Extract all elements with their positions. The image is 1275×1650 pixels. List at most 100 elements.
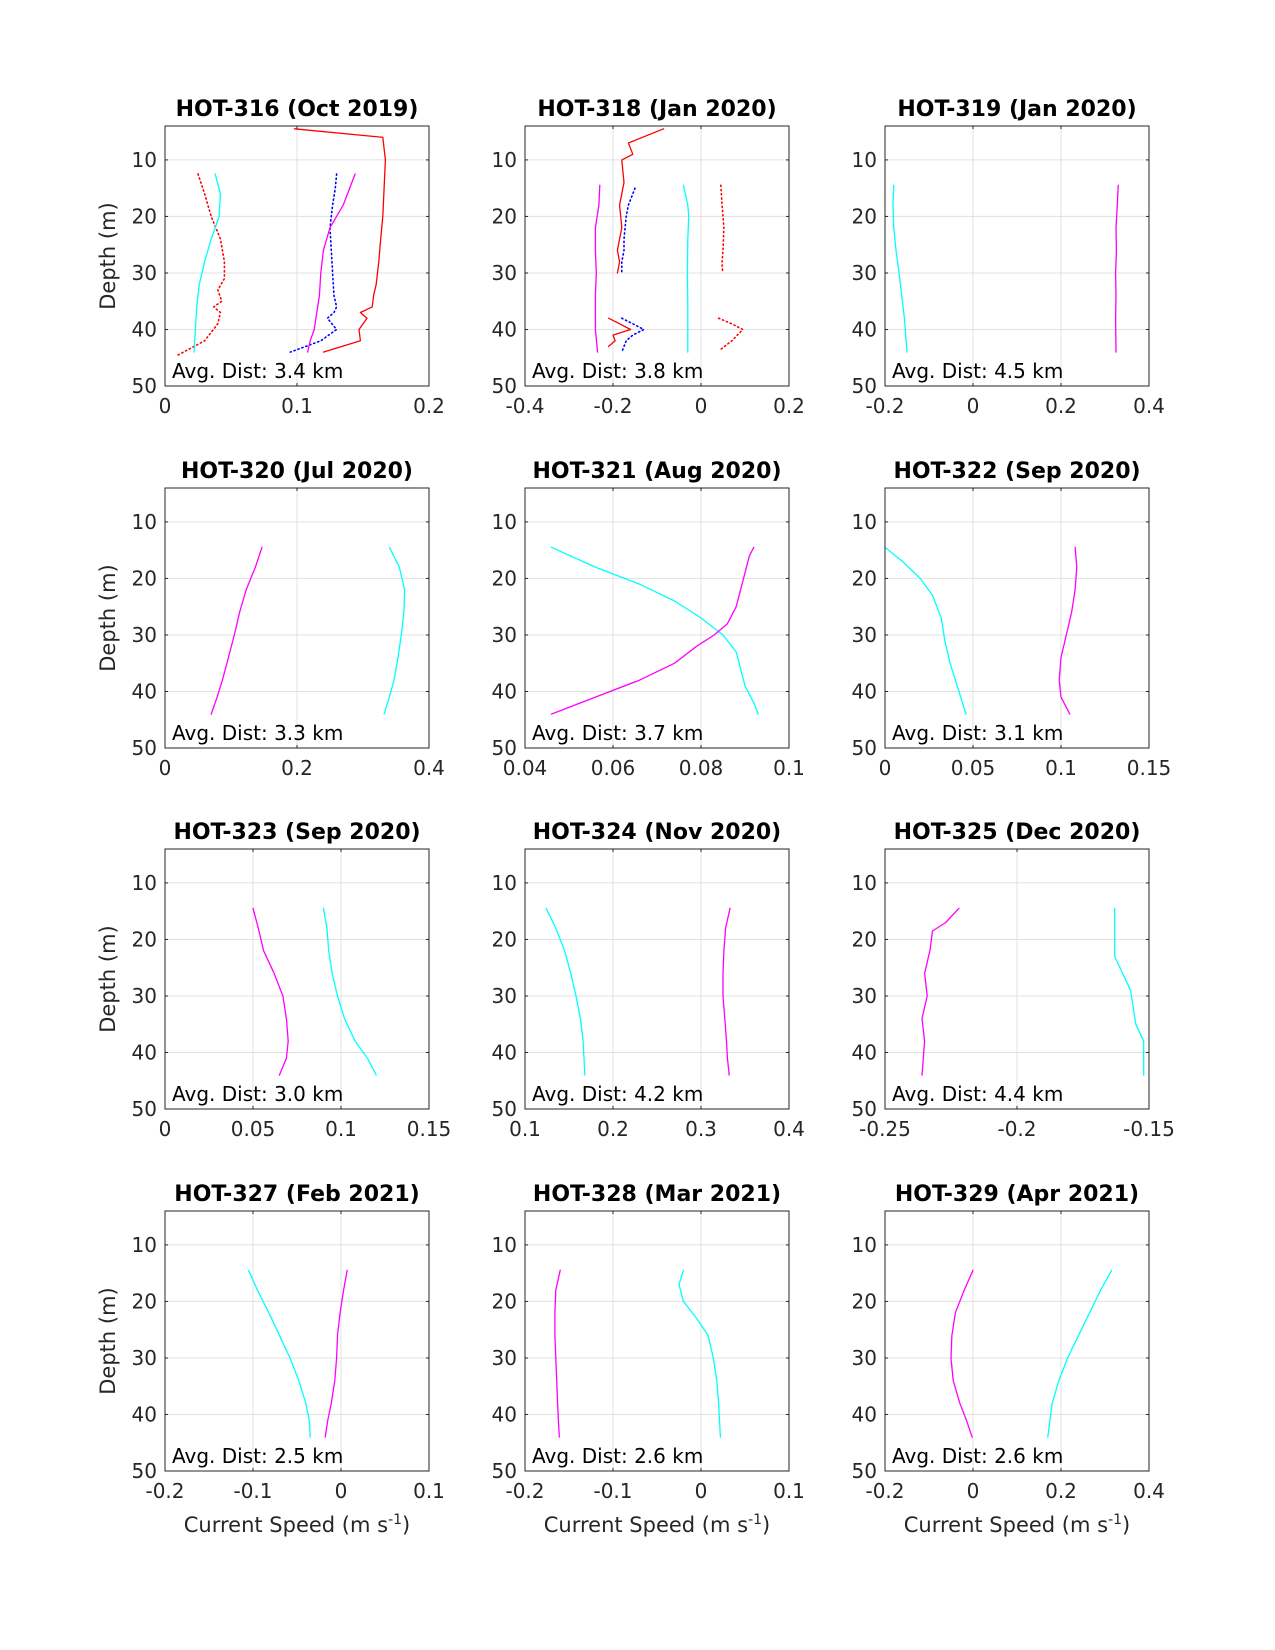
y-tick-label: 10 [852, 148, 877, 172]
y-tick-label: 10 [492, 871, 517, 895]
x-axis-label: Current Speed (m s-1) [544, 1512, 771, 1537]
y-tick-label: 50 [852, 374, 877, 398]
y-tick-label: 30 [492, 261, 517, 285]
x-tick-label: 0.1 [281, 394, 313, 418]
y-tick-label: 20 [852, 927, 877, 951]
x-tick-label: 0.2 [413, 394, 445, 418]
y-tick-label: 10 [492, 1233, 517, 1257]
x-tick-label: -0.2 [865, 1479, 904, 1503]
series-line-magenta-1 [722, 907, 731, 1076]
avg-dist-label: Avg. Dist: 4.4 km [892, 1082, 1063, 1106]
x-tick-label: 0.1 [325, 1117, 357, 1141]
subplot-title: HOT-329 (Apr 2021) [895, 1182, 1139, 1207]
subplot-title: HOT-320 (Jul 2020) [181, 459, 413, 484]
series-line-cyan-0 [247, 1269, 311, 1438]
avg-dist-label: Avg. Dist: 3.7 km [532, 721, 703, 745]
series-line-red-0 [293, 128, 387, 353]
avg-dist-label: Avg. Dist: 2.6 km [892, 1444, 1063, 1468]
x-axis-label-superscript: -1 [388, 1512, 402, 1528]
series-line-magenta-0 [950, 1269, 974, 1438]
series-line-magenta-1 [324, 1269, 348, 1438]
subplot-title: HOT-328 (Mar 2021) [533, 1182, 781, 1207]
y-tick-label: 20 [132, 927, 157, 951]
avg-dist-label: Avg. Dist: 4.5 km [892, 359, 1063, 383]
x-axis-label: Current Speed (m s-1) [184, 1512, 411, 1537]
plot-area [165, 849, 429, 1109]
y-tick-label: 40 [852, 1040, 877, 1064]
y-tick-label: 30 [852, 1346, 877, 1370]
series-line-red-1 [607, 317, 632, 348]
y-tick-label: 20 [132, 1289, 157, 1313]
x-tick-label: 0.1 [413, 1479, 445, 1503]
subplot-0: 0 0.1 0.2 10 20 30 40 50 HOT-316 (Oct 2019) Avg. … [96, 97, 445, 418]
x-tick-label: 0.1 [509, 1117, 541, 1141]
y-tick-label: 20 [132, 204, 157, 228]
x-tick-label: 0.4 [413, 756, 445, 780]
x-axis-label-end: ) [402, 1513, 410, 1537]
y-tick-label: 50 [492, 374, 517, 398]
y-tick-label: 50 [852, 1459, 877, 1483]
x-tick-label: 0 [695, 1479, 708, 1503]
y-tick-label: 20 [852, 566, 877, 590]
y-tick-label: 10 [852, 871, 877, 895]
subplot-4: 0.04 0.06 0.08 0.1 10 20 30 40 50 HOT-321 (Aug 20… [492, 459, 805, 780]
x-tick-label: 0.2 [1045, 1479, 1077, 1503]
series-line-cyan-1 [1047, 1269, 1113, 1438]
y-tick-label: 40 [852, 679, 877, 703]
series-line-cyan-0 [892, 184, 908, 353]
subplot-9: -0.2 -0.1 0 0.1 10 20 30 40 50 HOT-327 (Feb 2021)… [96, 1182, 445, 1537]
avg-dist-label: Avg. Dist: 2.6 km [532, 1444, 703, 1468]
y-tick-label: 50 [132, 1459, 157, 1483]
y-tick-label: 10 [852, 510, 877, 534]
y-tick-label: 10 [492, 510, 517, 534]
axes-box [884, 487, 1150, 749]
y-tick-label: 20 [492, 566, 517, 590]
series-line-magenta-1 [1114, 184, 1119, 353]
x-tick-label: 0.06 [591, 756, 636, 780]
x-axis-label-superscript: -1 [1108, 1512, 1122, 1528]
y-tick-label: 30 [132, 261, 157, 285]
subplot-8: -0.25 -0.2 -0.15 10 20 30 40 50 HOT-325 (Dec 202… [852, 820, 1175, 1141]
avg-dist-label: Avg. Dist: 3.1 km [892, 721, 1063, 745]
x-axis-label-end: ) [762, 1513, 770, 1537]
y-tick-label: 10 [492, 148, 517, 172]
x-tick-label: -0.2 [505, 1479, 544, 1503]
subplot-2: -0.2 0 0.2 0.4 10 20 30 40 50 HOT-319 (Jan 2020) A… [852, 97, 1165, 418]
y-axis-label: Depth (m) [96, 925, 120, 1032]
plot-area [525, 126, 789, 386]
axes-box [524, 848, 790, 1110]
series-line-blue-1 [289, 173, 338, 353]
x-tick-label: -0.25 [859, 1117, 911, 1141]
y-axis-label: Depth (m) [96, 1287, 120, 1394]
y-tick-label: 40 [852, 1402, 877, 1426]
x-tick-label: 0 [967, 1479, 980, 1503]
series-line-blue-3 [620, 317, 645, 353]
subplot-title: HOT-323 (Sep 2020) [173, 820, 420, 845]
avg-dist-label: Avg. Dist: 3.8 km [532, 359, 703, 383]
subplot-3: 0 0.2 0.4 10 20 30 40 50 HOT-320 (Jul 2020) Avg. … [96, 459, 445, 780]
series-line-red-3 [177, 173, 226, 356]
subplot-title: HOT-325 (Dec 2020) [894, 820, 1141, 845]
y-tick-label: 30 [492, 1346, 517, 1370]
x-tick-label: 0.2 [1045, 394, 1077, 418]
series-line-magenta-1 [550, 546, 755, 715]
y-tick-label: 50 [132, 374, 157, 398]
avg-dist-label: Avg. Dist: 3.4 km [172, 359, 343, 383]
subplot-title: HOT-319 (Jan 2020) [897, 97, 1136, 122]
y-tick-label: 40 [492, 679, 517, 703]
avg-dist-label: Avg. Dist: 3.3 km [172, 721, 343, 745]
y-tick-label: 40 [132, 679, 157, 703]
plot-area [885, 126, 1149, 386]
x-tick-label: 0.2 [773, 394, 805, 418]
axes-box [524, 125, 790, 387]
y-axis-label: Depth (m) [96, 564, 120, 671]
series-line-cyan-4 [193, 173, 222, 353]
y-tick-label: 40 [492, 1040, 517, 1064]
x-tick-label: 0.08 [679, 756, 724, 780]
y-tick-label: 50 [852, 736, 877, 760]
subplot-11: -0.2 0 0.2 0.4 10 20 30 40 50 HOT-329 (Apr 2021) A… [852, 1182, 1165, 1537]
y-tick-label: 50 [492, 1459, 517, 1483]
x-axis-label: Current Speed (m s-1) [904, 1512, 1131, 1537]
x-tick-label: 0 [159, 394, 172, 418]
